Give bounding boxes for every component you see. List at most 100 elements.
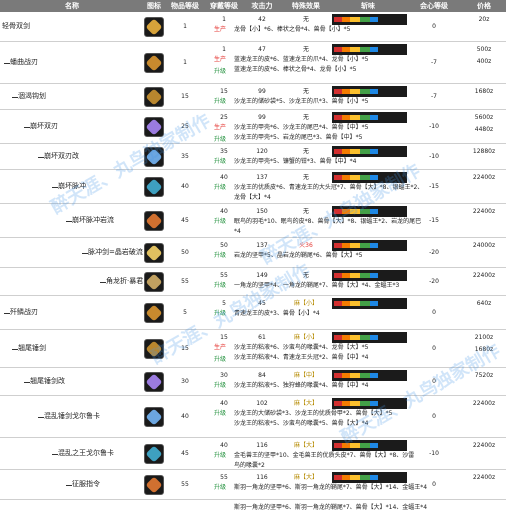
craft-type-badge: 升级 — [213, 410, 226, 417]
special-effect: 麻【小】 — [293, 300, 318, 307]
column-header-2: 物品等级 — [164, 0, 206, 12]
column-header-1: 图标 — [144, 0, 164, 12]
wear-level: 1 — [222, 46, 226, 53]
special-effect: 麻【中】 — [293, 372, 318, 379]
price: 22400z — [472, 400, 496, 407]
material-list: 沙龙王的甲壳*5、镰蟹的钳*3、兽骨【中】*4 — [234, 158, 357, 165]
special-effect: 麻【大】 — [293, 400, 318, 407]
attack-value: 42 — [258, 16, 266, 23]
price: 22400z — [472, 474, 496, 481]
weapon-dual-blades-icon — [144, 475, 164, 495]
attack-value: 99 — [258, 114, 266, 121]
tree-connector — [66, 485, 72, 486]
special-effect: 无 — [302, 272, 309, 279]
material-list: 岩龙的坚甲*5、晶岩龙的鞘尾*6、兽骨【大】*5 — [234, 252, 363, 259]
critical-level: 0 — [432, 481, 436, 488]
column-header-0: 名称 — [0, 0, 144, 12]
material-list: 沙龙王的粘液*6、沙蛮鸟的喙囊*4、龙骨【大】*5 — [234, 344, 369, 351]
craft-type-badge: 升级 — [213, 68, 226, 75]
weapon-dual-blades-icon — [144, 303, 164, 323]
craft-type-badge: 升级 — [213, 136, 226, 143]
material-list: 蓝速龙王的皮*6、蓝速龙王的爪*4、龙骨【小】*5 — [234, 56, 369, 63]
weapon-row — [0, 12, 506, 42]
special-effect: 无 — [302, 148, 309, 155]
craft-type-badge: 升级 — [213, 252, 226, 259]
wear-level: 5 — [222, 300, 226, 307]
wear-level: 40 — [220, 208, 228, 215]
sharpness-bar — [332, 440, 407, 451]
weapon-name: 征服指令 — [72, 480, 100, 488]
sharpness-bar — [332, 370, 407, 381]
critical-level: -7 — [431, 93, 437, 100]
weapon-row — [0, 42, 506, 84]
attack-value: 47 — [258, 46, 266, 53]
material-list: 龙骨【小】*6、棒状之骨*4、兽骨【小】*5 — [234, 26, 351, 33]
item-level: 30 — [181, 378, 189, 385]
sharpness-bar — [332, 14, 407, 25]
critical-level: -7 — [431, 59, 437, 66]
critical-level: 0 — [432, 23, 436, 30]
sharpness-bar — [332, 472, 407, 483]
weapon-name: 混乱之王戈尔鲁卡 — [58, 449, 114, 457]
critical-level: -15 — [429, 217, 439, 224]
item-level: 45 — [181, 450, 189, 457]
price: 2100z — [474, 334, 494, 341]
sharpness-bar — [332, 112, 407, 123]
wear-level: 55 — [220, 272, 228, 279]
material-list: 斯羽一角龙的坚甲*6、斯羽一角龙的鞘尾*7、兽骨【大】*14、金蝠王*4 — [234, 484, 428, 491]
special-effect: 麻【小】 — [293, 334, 318, 341]
price: 1680z — [474, 346, 494, 353]
sharpness-bar — [332, 398, 407, 409]
item-level: 15 — [181, 93, 189, 100]
weapon-row — [0, 268, 506, 296]
weapon-name: 脉冲剑=晶岩破流 — [88, 248, 143, 256]
tree-connector — [82, 253, 88, 254]
wear-level: 40 — [220, 442, 228, 449]
attack-value: 149 — [256, 272, 268, 279]
special-effect: 麻【大】 — [293, 474, 318, 481]
price: 22400z — [472, 272, 496, 279]
attack-value: 116 — [256, 442, 268, 449]
special-effect: 火36 — [299, 242, 313, 249]
tree-connector — [4, 313, 10, 314]
attack-value: 150 — [256, 208, 268, 215]
weapon-row — [0, 238, 506, 268]
craft-type-badge: 升级 — [213, 184, 226, 191]
column-header-3: 穿戴等级 — [206, 0, 242, 12]
weapon-dual-blades-icon — [144, 147, 164, 167]
tree-connector — [38, 417, 44, 418]
weapon-dual-blades-icon — [144, 272, 164, 292]
special-effect: 无 — [302, 88, 309, 95]
weapon-name: 蟠曲战刃 — [10, 58, 38, 66]
item-level: 1 — [183, 59, 187, 66]
material-list: 沙龙王的甲壳*5、岩龙的尾巴*3、兽骨【中】*5 — [234, 134, 363, 141]
craft-type-badge: 生产 — [213, 344, 226, 351]
column-header-4: 攻击力 — [242, 0, 282, 12]
critical-level: -15 — [429, 183, 439, 190]
tree-connector — [4, 63, 10, 64]
attack-value: 116 — [256, 474, 268, 481]
material-list: 沙龙王的大储砂袋*3、沙龙王的优质骨甲*2、兽骨【大】*5 — [234, 410, 393, 417]
tree-connector — [100, 282, 106, 283]
item-level: 40 — [181, 183, 189, 190]
tree-connector — [24, 127, 30, 128]
attack-value: 84 — [258, 372, 266, 379]
price: 640z — [476, 300, 492, 307]
material-list: 沙龙王的甲壳*6、沙龙王的尾巴*4、兽骨【中】*5 — [234, 124, 369, 131]
material-list: 沙龙王的粘液*5、独狩蜂的喙囊*4、兽骨【中】*4 — [234, 382, 369, 389]
material-list: 沙龙王的优质皮*6、青速龙王的大头冠*7、兽骨【大】*8、银蝠王*2、 — [234, 184, 424, 191]
material-list: *4 — [234, 228, 241, 235]
material-list: 斯羽一角龙的坚甲*6、斯羽一角龙的鞘尾*7、兽骨【大】*14、金蝠王*4 — [234, 504, 428, 511]
weapon-row — [0, 296, 506, 330]
tree-connector — [12, 349, 18, 350]
weapon-row — [0, 368, 506, 396]
column-header-7: 会心等级 — [406, 0, 462, 12]
attack-value: 137 — [256, 174, 268, 181]
craft-type-badge: 升级 — [213, 310, 226, 317]
wear-level: 1 — [222, 16, 226, 23]
weapon-name: 翘尾锤剑 — [18, 344, 46, 352]
column-header-6: 斩味 — [330, 0, 406, 12]
column-header-5: 特殊效果 — [282, 0, 330, 12]
item-level: 55 — [181, 481, 189, 488]
craft-type-badge: 升级 — [213, 158, 226, 165]
